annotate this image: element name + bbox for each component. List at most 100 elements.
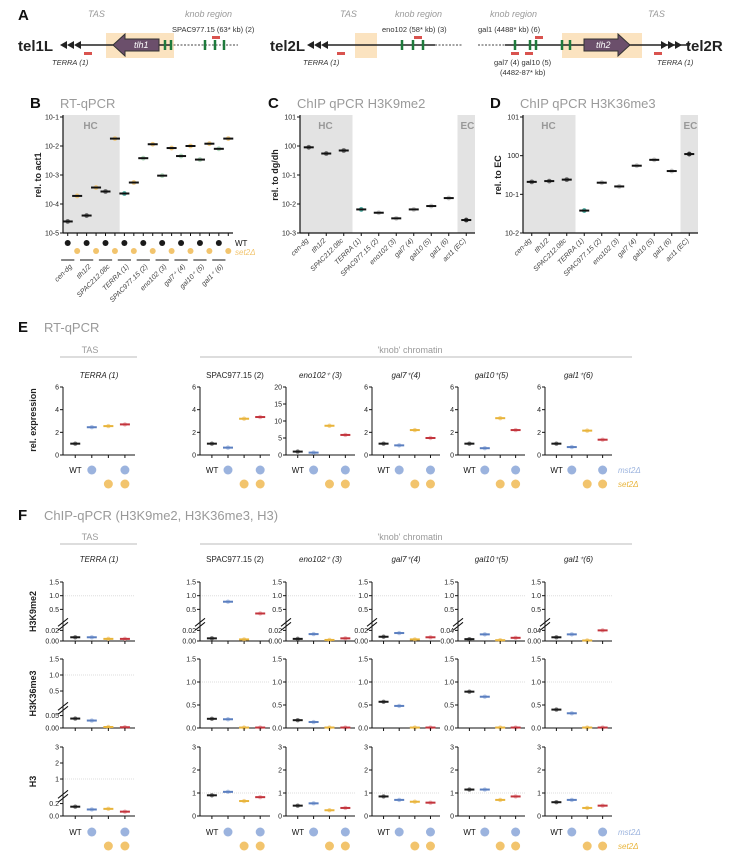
subplot: gal10⁺(5) 0 2 4 6 WT: [450, 371, 525, 489]
wt-label: WT: [292, 466, 305, 475]
subplot: 0.0 0.5 1.0 1.5: [444, 657, 525, 733]
panel-c: C ChIP qPCR H3K9me2 HC EC 10-3 10-2 10-1 100 101…: [268, 95, 475, 278]
y-tick-label: 0.5: [444, 607, 454, 614]
set2-indicator-dot: [103, 479, 113, 489]
subplot: 0.0 0.5 1.0 1.5: [531, 657, 612, 733]
tas-header: TAS: [82, 345, 99, 355]
ec-shade: [680, 115, 698, 233]
y-tick-label: 10-2: [282, 202, 296, 209]
probe-3: [414, 36, 422, 39]
wt-indicator-dot: [159, 240, 166, 246]
wt-indicator-dot: [64, 240, 71, 246]
subplot: gal7⁺(4) 0 2 4 6 WT: [364, 371, 440, 489]
telomere-arrows-icon: [661, 41, 682, 49]
y-tick-label: 0: [55, 453, 59, 460]
mst2-indicator-dot: [309, 465, 319, 475]
y-tick-label: 0.5: [531, 703, 541, 710]
mst2-indicator-dot: [425, 465, 435, 475]
panel-e: E RT-qPCR TAS 'knob' chromatin rel. expressi…: [18, 319, 641, 489]
y-tick-label: 4: [364, 407, 368, 414]
set2-indicator-dot: [582, 841, 592, 851]
y-tick-label: 2: [192, 768, 196, 775]
wt-indicator-dot: [102, 240, 109, 246]
panel-label-a: A: [18, 7, 29, 24]
set2-indicator-dot: [598, 479, 608, 489]
panel-title-e: RT-qPCR: [44, 320, 99, 335]
set2-indicator-dot: [425, 479, 435, 489]
hc-shade: [300, 115, 353, 233]
y-tick-label: 10-1: [45, 115, 59, 122]
wt-label: WT: [69, 466, 82, 475]
tlh2-gene-arrow: [583, 32, 631, 58]
panel-a-diagram: A TAS knob region TAS knob region knob r…: [18, 7, 723, 77]
y-tick-label: 0.5: [358, 703, 368, 710]
panel-label: C: [268, 95, 279, 112]
set2-indicator-dot: [425, 841, 435, 851]
y-tick-label: 4: [55, 407, 59, 414]
y-tick-label: 0.0: [272, 726, 282, 733]
mst2-indicator-dot: [567, 465, 577, 475]
set2-indicator-dot: [582, 479, 592, 489]
set2-indicator-dot: [225, 248, 232, 254]
panel-title: ChIP qPCR H3K9me2: [297, 96, 425, 111]
wt-indicator-dot: [215, 240, 222, 246]
y-tick-label: 15: [274, 402, 282, 409]
subplot-title: SPAC977.15 (2): [206, 555, 264, 564]
y-tick-label: 0.5: [358, 607, 368, 614]
set2-indicator-dot: [598, 841, 608, 851]
terra-label-3: TERRA (1): [657, 58, 694, 67]
charts: B RT-qPCR HC 10-5 10-4 10-3 10-2 10-1 rel. to ac…: [18, 95, 698, 851]
y-tick-label: 1.5: [531, 580, 541, 587]
y-tick-label: 1.5: [358, 580, 368, 587]
y-tick-label: 1: [278, 791, 282, 798]
y-tick-label: 0.00: [45, 639, 59, 646]
set2-indicator-dot: [410, 479, 420, 489]
wt-label: WT: [463, 828, 476, 837]
tas-label-3: TAS: [648, 9, 665, 19]
set2-indicator-dot: [340, 479, 350, 489]
set2-indicator-dot: [111, 248, 118, 254]
y-tick-label: 10-3: [282, 231, 296, 238]
hc-shade: [523, 115, 576, 233]
y-tick-label: 2: [364, 768, 368, 775]
subplot-title: gal7⁺(4): [391, 371, 420, 380]
y-tick-label: 5: [278, 436, 282, 443]
wt-indicator-dot: [83, 240, 90, 246]
tel1l-label: tel1L: [18, 38, 53, 55]
y-tick-label: 6: [55, 385, 59, 392]
probe-4: [511, 52, 519, 55]
legend-wt: WT: [235, 239, 248, 248]
y-tick-label: 0.5: [272, 703, 282, 710]
subplot-title: TERRA (1): [80, 371, 119, 380]
y-tick-label: 1.0: [358, 593, 368, 600]
set2-indicator-dot: [74, 248, 81, 254]
y-tick-label: 100: [507, 153, 519, 160]
wt-label: WT: [463, 466, 476, 475]
y-tick-label: 10: [274, 419, 282, 426]
legend-mst2: mst2Δ: [618, 466, 641, 475]
gal7-gal10-label: gal7 (4) gal10 (5): [494, 58, 552, 67]
y-tick-label: 0.00: [268, 639, 282, 646]
tlh1-gene-arrow: [112, 32, 160, 58]
spac-label: SPAC977.15 (63* kb) (2): [172, 25, 255, 34]
probe-5: [525, 52, 533, 55]
mst2-indicator-dot: [511, 827, 521, 837]
y-tick-label: 1.0: [444, 680, 454, 687]
y-tick-label: 0.5: [49, 607, 59, 614]
y-tick-label: 1: [192, 791, 196, 798]
panel-label-f: F: [18, 507, 27, 524]
y-tick-label: 2: [450, 430, 454, 437]
y-tick-label: 0.02: [182, 628, 196, 635]
subplot: 0.0 0.5 1.0 1.5: [272, 657, 355, 733]
category-label: tlh1/2: [76, 263, 93, 280]
subplot: 0.00 0.02 0.5 1.0 1.5: [354, 580, 440, 646]
y-tick-label: 1.5: [49, 657, 59, 664]
mst2-indicator-dot: [340, 827, 350, 837]
y-tick-label: 0.00: [182, 639, 196, 646]
tas-header: TAS: [82, 532, 99, 542]
y-tick-label: 0.5: [531, 607, 541, 614]
y-tick-label: 2: [278, 768, 282, 775]
terra-label-1: TERRA (1): [52, 58, 89, 67]
y-axis-label: H3K36me3: [28, 670, 38, 716]
